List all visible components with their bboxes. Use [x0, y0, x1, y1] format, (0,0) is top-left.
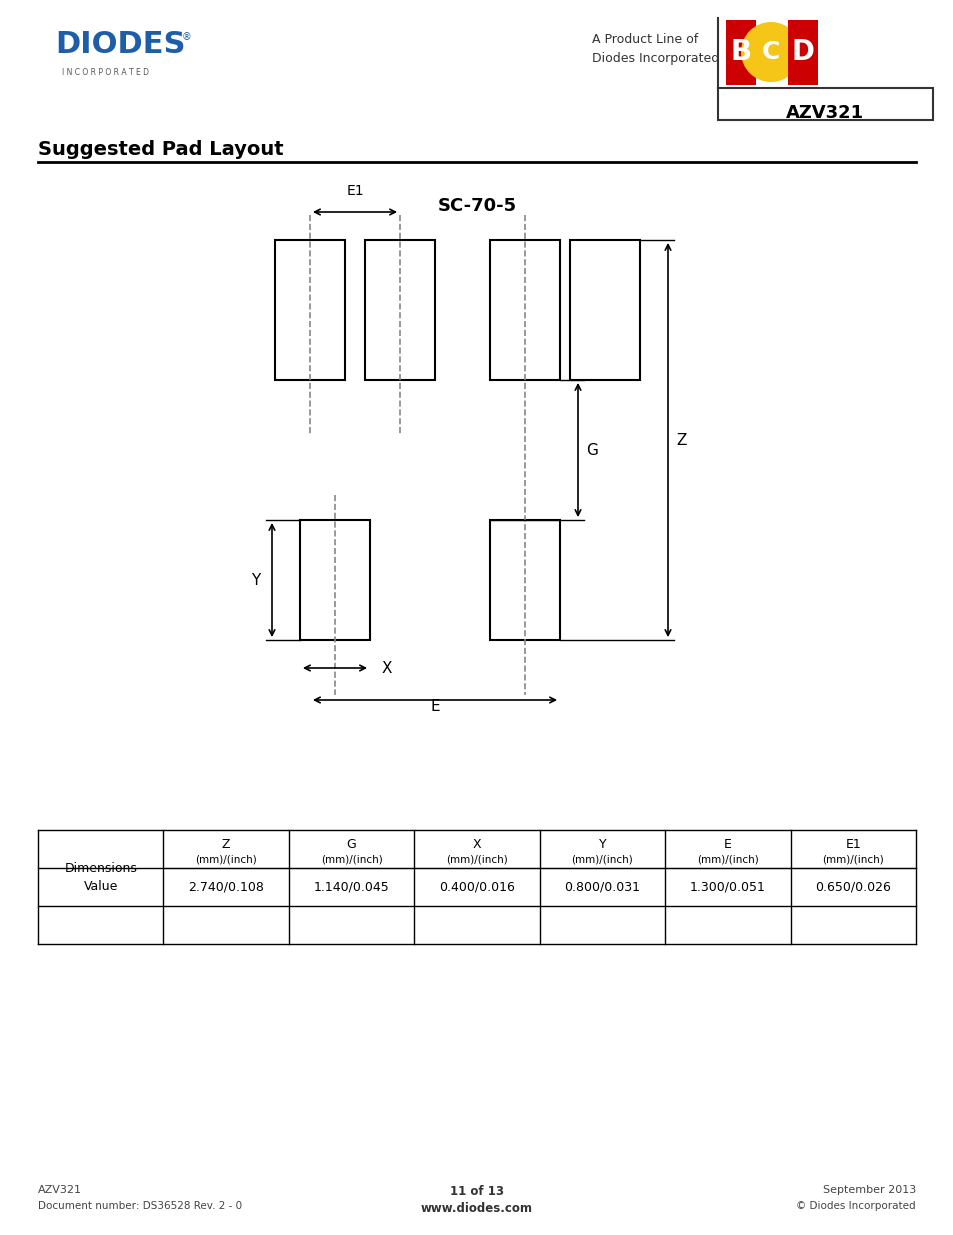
- Text: Suggested Pad Layout: Suggested Pad Layout: [38, 140, 283, 159]
- Text: 0.650/0.026: 0.650/0.026: [815, 881, 890, 893]
- Text: 11 of 13: 11 of 13: [450, 1186, 503, 1198]
- Text: 1.140/0.045: 1.140/0.045: [314, 881, 389, 893]
- Text: 2.740/0.108: 2.740/0.108: [188, 881, 264, 893]
- Text: G: G: [585, 442, 598, 457]
- Text: X: X: [381, 661, 392, 676]
- Text: X: X: [472, 837, 481, 851]
- Text: DIODES: DIODES: [55, 30, 185, 59]
- Text: E1: E1: [844, 837, 861, 851]
- Text: Dimensions: Dimensions: [64, 862, 137, 874]
- Text: Y: Y: [251, 573, 260, 588]
- Text: E: E: [723, 837, 731, 851]
- Text: D: D: [791, 38, 814, 65]
- Text: E: E: [430, 699, 439, 714]
- Text: 1.300/0.051: 1.300/0.051: [689, 881, 765, 893]
- Text: Z: Z: [222, 837, 231, 851]
- Text: A Product Line of: A Product Line of: [592, 33, 698, 46]
- Text: (mm)/(inch): (mm)/(inch): [195, 855, 256, 864]
- Bar: [718, 88, 932, 120]
- Text: © Diodes Incorporated: © Diodes Incorporated: [796, 1200, 915, 1212]
- Text: B: B: [730, 38, 751, 65]
- Text: (mm)/(inch): (mm)/(inch): [697, 855, 758, 864]
- Text: Value: Value: [84, 881, 118, 893]
- Text: (mm)/(inch): (mm)/(inch): [821, 855, 883, 864]
- Bar: [787, 20, 817, 85]
- Text: AZV321: AZV321: [785, 104, 863, 122]
- Circle shape: [740, 22, 801, 82]
- Text: September 2013: September 2013: [821, 1186, 915, 1195]
- Text: 0.400/0.016: 0.400/0.016: [438, 881, 515, 893]
- Text: (mm)/(inch): (mm)/(inch): [446, 855, 507, 864]
- Text: Y: Y: [598, 837, 605, 851]
- Text: Diodes Incorporated: Diodes Incorporated: [592, 52, 719, 65]
- Text: SC-70-5: SC-70-5: [437, 198, 516, 215]
- Text: ®: ®: [182, 32, 192, 42]
- Text: Z: Z: [676, 432, 685, 447]
- Text: C: C: [761, 40, 780, 64]
- Bar: [490, 240, 559, 380]
- Text: (mm)/(inch): (mm)/(inch): [320, 855, 382, 864]
- Bar: [299, 520, 370, 640]
- Text: www.diodes.com: www.diodes.com: [420, 1202, 533, 1215]
- Bar: [490, 520, 559, 640]
- Text: E1: E1: [346, 184, 363, 198]
- Bar: [365, 240, 435, 380]
- Text: I N C O R P O R A T E D: I N C O R P O R A T E D: [62, 68, 149, 77]
- Text: 0.800/0.031: 0.800/0.031: [564, 881, 639, 893]
- Text: AZV321: AZV321: [38, 1186, 82, 1195]
- Text: G: G: [346, 837, 356, 851]
- Bar: [274, 240, 345, 380]
- Text: Document number: DS36528 Rev. 2 - 0: Document number: DS36528 Rev. 2 - 0: [38, 1200, 242, 1212]
- Bar: [569, 240, 639, 380]
- Text: (mm)/(inch): (mm)/(inch): [571, 855, 633, 864]
- Bar: [725, 20, 755, 85]
